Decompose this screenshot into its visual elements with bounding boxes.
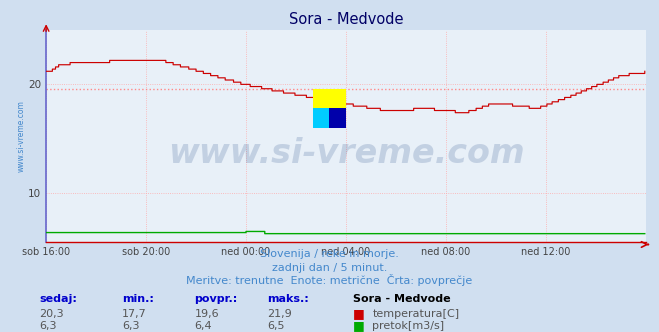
- Text: 19,6: 19,6: [194, 309, 219, 319]
- Text: pretok[m3/s]: pretok[m3/s]: [372, 321, 444, 331]
- FancyBboxPatch shape: [313, 109, 330, 127]
- Text: povpr.:: povpr.:: [194, 294, 238, 304]
- Title: Sora - Medvode: Sora - Medvode: [289, 12, 403, 27]
- FancyBboxPatch shape: [330, 109, 346, 127]
- Text: 20,3: 20,3: [40, 309, 64, 319]
- Text: sedaj:: sedaj:: [40, 294, 77, 304]
- Text: 17,7: 17,7: [122, 309, 147, 319]
- FancyBboxPatch shape: [313, 89, 346, 127]
- Text: Slovenija / reke in morje.: Slovenija / reke in morje.: [260, 249, 399, 259]
- Text: www.si-vreme.com: www.si-vreme.com: [167, 137, 525, 170]
- Text: maks.:: maks.:: [267, 294, 308, 304]
- Text: 6,3: 6,3: [122, 321, 140, 331]
- Text: Meritve: trenutne  Enote: metrične  Črta: povprečje: Meritve: trenutne Enote: metrične Črta: …: [186, 274, 473, 286]
- Text: 6,4: 6,4: [194, 321, 212, 331]
- Text: 6,3: 6,3: [40, 321, 57, 331]
- Text: 21,9: 21,9: [267, 309, 292, 319]
- Text: 6,5: 6,5: [267, 321, 285, 331]
- Text: Sora - Medvode: Sora - Medvode: [353, 294, 450, 304]
- Text: min.:: min.:: [122, 294, 154, 304]
- Y-axis label: www.si-vreme.com: www.si-vreme.com: [16, 100, 25, 172]
- Text: ■: ■: [353, 307, 364, 320]
- Text: zadnji dan / 5 minut.: zadnji dan / 5 minut.: [272, 263, 387, 273]
- Text: ■: ■: [353, 319, 364, 332]
- Text: temperatura[C]: temperatura[C]: [372, 309, 459, 319]
